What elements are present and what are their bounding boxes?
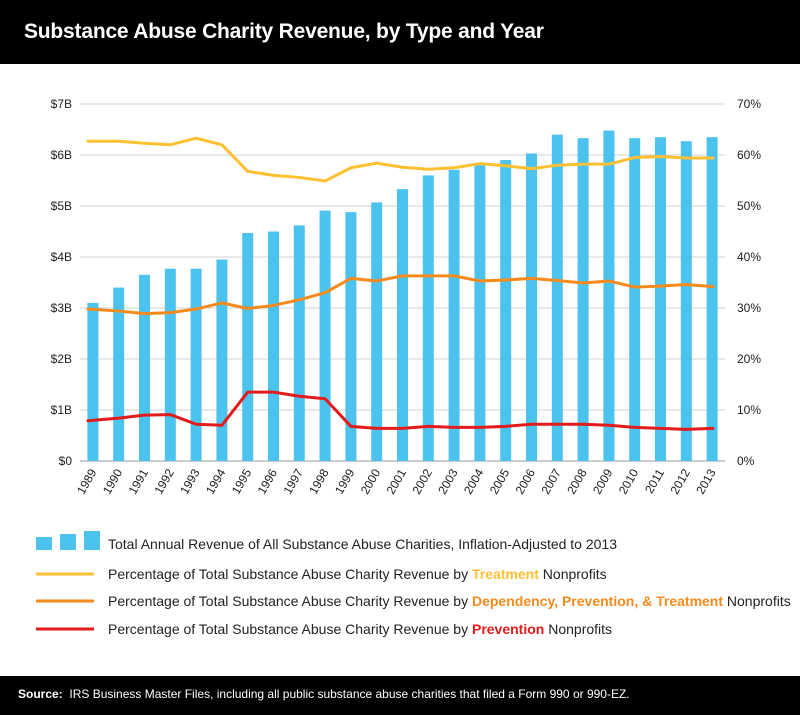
x-tick-label: 2011 bbox=[642, 466, 667, 496]
x-tick-label: 2007 bbox=[538, 466, 564, 496]
legend-label: Percentage of Total Substance Abuse Char… bbox=[108, 621, 612, 637]
left-tick-label: $6B bbox=[51, 148, 72, 162]
bar bbox=[139, 274, 150, 461]
source-text: IRS Business Master Files, including all… bbox=[69, 687, 630, 701]
bar bbox=[190, 268, 202, 461]
left-tick-label: $0 bbox=[59, 454, 73, 468]
left-tick-label: $2B bbox=[51, 352, 72, 366]
legend-bar-swatch bbox=[36, 537, 52, 550]
x-tick-label: 2004 bbox=[461, 466, 487, 496]
bar bbox=[216, 259, 228, 461]
legend-label-highlight: Prevention bbox=[472, 621, 544, 637]
bar bbox=[551, 134, 563, 461]
bar bbox=[655, 137, 666, 461]
legend-label-suffix: Nonprofits bbox=[539, 566, 607, 582]
x-tick-label: 1990 bbox=[100, 466, 126, 496]
right-tick-label: 70% bbox=[737, 97, 761, 111]
source-note: Source: IRS Business Master Files, inclu… bbox=[18, 687, 630, 701]
x-tick-label: 2000 bbox=[358, 466, 384, 496]
x-tick-label: 2012 bbox=[667, 466, 693, 496]
x-tick-label: 1992 bbox=[151, 466, 177, 496]
legend-label-prefix: Percentage of Total Substance Abuse Char… bbox=[108, 621, 472, 637]
treatment-line bbox=[86, 136, 715, 183]
legend-bar-swatch bbox=[84, 531, 100, 550]
bar bbox=[293, 225, 305, 461]
bar bbox=[577, 138, 589, 462]
right-tick-label: 10% bbox=[737, 403, 761, 417]
right-tick-label: 60% bbox=[737, 148, 761, 162]
right-tick-label: 30% bbox=[737, 301, 761, 315]
bar bbox=[371, 202, 383, 461]
left-tick-label: $3B bbox=[51, 301, 72, 315]
bar bbox=[500, 160, 512, 461]
bar bbox=[603, 130, 615, 461]
x-tick-label: 1989 bbox=[74, 466, 100, 496]
legend-label-highlight: Dependency, Prevention, & Treatment bbox=[472, 593, 723, 609]
left-tick-label: $5B bbox=[51, 199, 72, 213]
bar bbox=[448, 169, 460, 462]
bar bbox=[422, 175, 434, 461]
x-tick-label: 1996 bbox=[255, 466, 281, 496]
bar bbox=[397, 189, 408, 462]
right-tick-label: 50% bbox=[737, 199, 761, 213]
x-tick-label: 2002 bbox=[409, 466, 435, 496]
bar bbox=[629, 138, 641, 462]
right-tick-label: 40% bbox=[737, 250, 761, 264]
prevention-line bbox=[86, 390, 715, 431]
bar bbox=[87, 302, 99, 461]
bar bbox=[164, 268, 176, 461]
x-tick-label: 1998 bbox=[306, 466, 332, 496]
dpt-line bbox=[86, 274, 715, 316]
bar bbox=[113, 287, 125, 461]
x-tick-label: 2013 bbox=[693, 466, 719, 496]
bar bbox=[526, 153, 537, 461]
bar bbox=[474, 163, 486, 462]
right-tick-label: 0% bbox=[737, 454, 755, 468]
title-bar: Substance Abuse Charity Revenue, by Type… bbox=[0, 0, 800, 64]
legend-label-suffix: Nonprofits bbox=[544, 621, 612, 637]
x-tick-label: 2005 bbox=[487, 466, 513, 496]
bar bbox=[268, 231, 279, 461]
left-tick-label: $4B bbox=[51, 250, 72, 264]
footer-bar: Source: IRS Business Master Files, inclu… bbox=[0, 676, 800, 715]
bar bbox=[242, 233, 254, 461]
legend: Total Annual Revenue of All Substance Ab… bbox=[36, 531, 791, 637]
x-tick-label: 1995 bbox=[229, 466, 255, 496]
legend-label-highlight: Treatment bbox=[472, 566, 539, 582]
bar bbox=[680, 141, 692, 462]
x-tick-label: 1997 bbox=[280, 466, 306, 496]
legend-label: Percentage of Total Substance Abuse Char… bbox=[108, 593, 791, 609]
x-tick-label: 2010 bbox=[616, 466, 642, 496]
legend-label-prefix: Percentage of Total Substance Abuse Char… bbox=[108, 593, 472, 609]
line-series bbox=[86, 136, 715, 431]
x-tick-label: 2006 bbox=[513, 466, 539, 496]
x-tick-label: 2009 bbox=[590, 466, 616, 496]
x-tick-label: 2003 bbox=[435, 466, 461, 496]
chart-area: $0 0% $1B 10% $2B 20% $3B 30% $4B 40% $5B 50% $6B 60%… bbox=[36, 97, 791, 637]
legend-bar-swatch bbox=[60, 534, 76, 550]
bar bbox=[345, 212, 357, 461]
source-label: Source: bbox=[18, 687, 63, 701]
bar bbox=[319, 210, 331, 461]
left-tick-label: $7B bbox=[51, 97, 72, 111]
x-tick-label: 1999 bbox=[332, 466, 358, 496]
x-tick-label: 2008 bbox=[564, 466, 590, 496]
x-tick-label: 1993 bbox=[177, 466, 203, 496]
x-tick-label: 1991 bbox=[126, 466, 152, 496]
left-tick-label: $1B bbox=[51, 403, 72, 417]
bar-series bbox=[87, 130, 718, 462]
x-tick-label: 2001 bbox=[384, 466, 410, 496]
bar bbox=[706, 137, 718, 461]
right-tick-label: 20% bbox=[737, 352, 761, 366]
legend-label-suffix: Nonprofits bbox=[723, 593, 791, 609]
legend-label: Total Annual Revenue of All Substance Ab… bbox=[108, 536, 617, 552]
legend-label: Percentage of Total Substance Abuse Char… bbox=[108, 566, 607, 582]
legend-label-prefix: Percentage of Total Substance Abuse Char… bbox=[108, 566, 472, 582]
x-tick-label: 1994 bbox=[203, 466, 229, 496]
page-title: Substance Abuse Charity Revenue, by Type… bbox=[24, 20, 544, 43]
